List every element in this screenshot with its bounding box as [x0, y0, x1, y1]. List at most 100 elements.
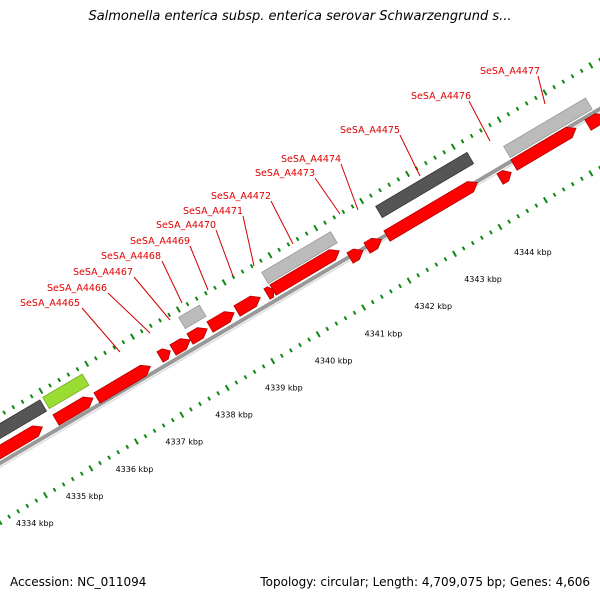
outer-tick [433, 155, 437, 160]
cds-arrow [496, 170, 512, 185]
cds-arrow [93, 364, 151, 404]
kbp-tick-label: 4337 kbp [165, 438, 203, 447]
inner-tick [98, 460, 102, 466]
inner-tick [497, 223, 503, 231]
outer-tick [460, 139, 465, 144]
inner-tick [224, 384, 230, 392]
outer-tick [66, 372, 71, 377]
inner-tick [579, 176, 584, 181]
inner-tick [125, 444, 130, 450]
cds-arrow [206, 311, 235, 333]
inner-tick [507, 219, 511, 224]
outer-tick [570, 74, 575, 79]
outer-tick [277, 247, 282, 253]
outer-tick [323, 220, 327, 225]
inner-tick [434, 262, 439, 267]
gene-label: SeSA_A4465 [20, 298, 80, 309]
inner-tick [52, 487, 57, 493]
inner-tick [406, 277, 412, 284]
outer-tick [29, 394, 34, 399]
inner-tick [307, 337, 311, 342]
inner-tick [525, 208, 530, 214]
outer-tick [524, 101, 529, 106]
outer-tick [378, 187, 382, 193]
gene-leader-line [399, 134, 421, 177]
kbp-tick-label: 4342 kbp [414, 302, 452, 311]
inner-tick [598, 165, 600, 170]
inner-tick [133, 438, 139, 445]
gene-label: SeSA_A4473 [255, 168, 315, 179]
gene-leader-line [242, 215, 255, 267]
outer-tick [20, 399, 25, 404]
inner-tick [443, 256, 448, 262]
gene-label: SeSA_A4469 [130, 236, 190, 247]
cds-arrow [363, 237, 383, 254]
cds-arrow [346, 248, 364, 264]
outer-tick [185, 301, 190, 307]
outer-tick [598, 57, 600, 62]
inner-tick [16, 509, 21, 514]
dark-feature-box [375, 151, 475, 219]
inner-tick [279, 353, 284, 358]
inner-tick [7, 514, 11, 519]
inner-tick [461, 246, 466, 251]
outer-tick [579, 68, 584, 74]
inner-tick [42, 491, 48, 499]
gene-label: SeSA_A4474 [281, 154, 341, 165]
inner-tick [252, 369, 257, 375]
outer-tick [552, 84, 557, 90]
inner-tick [34, 498, 39, 503]
outer-tick [121, 339, 126, 345]
gene-label: SeSA_A4466 [47, 283, 107, 294]
inner-tick [0, 520, 3, 526]
outer-tick [11, 404, 16, 410]
outer-tick [387, 182, 392, 187]
outer-tick [175, 306, 181, 313]
outer-tick [93, 356, 98, 361]
cds-arrow [169, 338, 191, 356]
inner-tick [315, 331, 321, 338]
inner-tick [170, 417, 175, 423]
outer-tick [332, 215, 337, 220]
inner-tick [552, 192, 557, 198]
inner-tick [343, 315, 348, 321]
inner-tick [361, 304, 367, 311]
outer-tick [167, 312, 172, 318]
outer-tick [533, 95, 538, 101]
gene-label: SeSA_A4471 [183, 206, 243, 217]
outer-tick [84, 360, 90, 368]
cds-arrow [233, 295, 261, 317]
outer-tick [506, 112, 511, 117]
dark-feature-box [0, 399, 48, 440]
outer-tick [341, 209, 346, 215]
inner-tick [425, 267, 430, 273]
outer-tick [442, 149, 447, 155]
inner-tick [334, 321, 339, 326]
inner-tick [542, 196, 548, 204]
outer-tick [350, 204, 355, 209]
inner-tick [198, 401, 202, 407]
inner-tick [161, 423, 166, 428]
inner-tick [588, 170, 594, 177]
gene-label: SeSA_A4467 [73, 267, 133, 278]
outer-tick [496, 116, 502, 123]
outer-tick [286, 242, 291, 247]
outer-tick [267, 252, 273, 259]
inner-tick [79, 471, 84, 476]
inner-tick [88, 465, 94, 472]
outer-tick [359, 197, 365, 205]
inner-tick [270, 357, 276, 365]
gene-label: SeSA_A4475 [340, 125, 400, 136]
gene-label: SeSA_A4468 [101, 251, 161, 262]
outer-tick [130, 333, 135, 340]
inner-tick [107, 455, 111, 460]
accession-text: Accession: NC_011094 [10, 575, 147, 589]
kbp-tick-label: 4336 kbp [116, 465, 154, 474]
inner-tick [289, 348, 293, 353]
map-title: Salmonella enterica subsp. enterica sero… [88, 9, 512, 24]
cds-arrow [186, 327, 208, 345]
inner-tick [570, 181, 575, 187]
cds-arrow [263, 286, 275, 300]
inner-tick [489, 230, 493, 235]
outer-tick [396, 177, 401, 182]
